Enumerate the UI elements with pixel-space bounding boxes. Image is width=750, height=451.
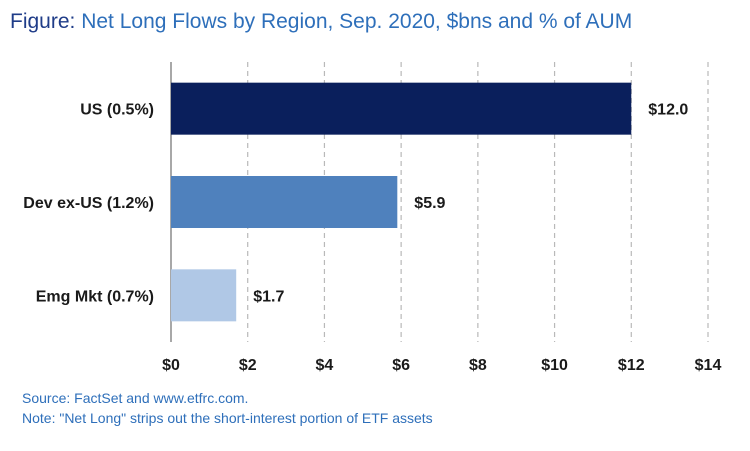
category-label: US (0.5%): [80, 102, 154, 119]
x-tick-label: $14: [695, 357, 722, 374]
title-text: Net Long Flows by Region, Sep. 2020, $bn…: [81, 10, 633, 33]
x-tick-label: $10: [541, 357, 568, 374]
bar: [171, 269, 237, 322]
chart-notes: Source: FactSet and www.etfrc.com. Note:…: [22, 388, 433, 428]
x-tick-label: $6: [392, 357, 410, 374]
bar: [171, 82, 632, 135]
bar: [171, 176, 398, 228]
title-lead: Figure:: [10, 10, 76, 33]
category-label: Dev ex-US (1.2%): [23, 195, 154, 212]
source-note: Source: FactSet and www.etfrc.com.: [22, 390, 249, 406]
x-tick-label: $12: [618, 357, 645, 374]
x-tick-label: $4: [316, 357, 334, 374]
x-tick-label: $8: [469, 357, 487, 374]
footnote: Note: "Net Long" strips out the short-in…: [22, 410, 433, 426]
value-label: $1.7: [253, 288, 284, 305]
x-tick-label: $0: [162, 357, 180, 374]
value-label: $12.0: [648, 102, 688, 119]
category-label: Emg Mkt (0.7%): [36, 288, 154, 305]
x-tick-label: $2: [239, 357, 257, 374]
chart-title: Figure: Net Long Flows by Region, Sep. 2…: [10, 10, 632, 34]
value-label: $5.9: [414, 195, 445, 212]
